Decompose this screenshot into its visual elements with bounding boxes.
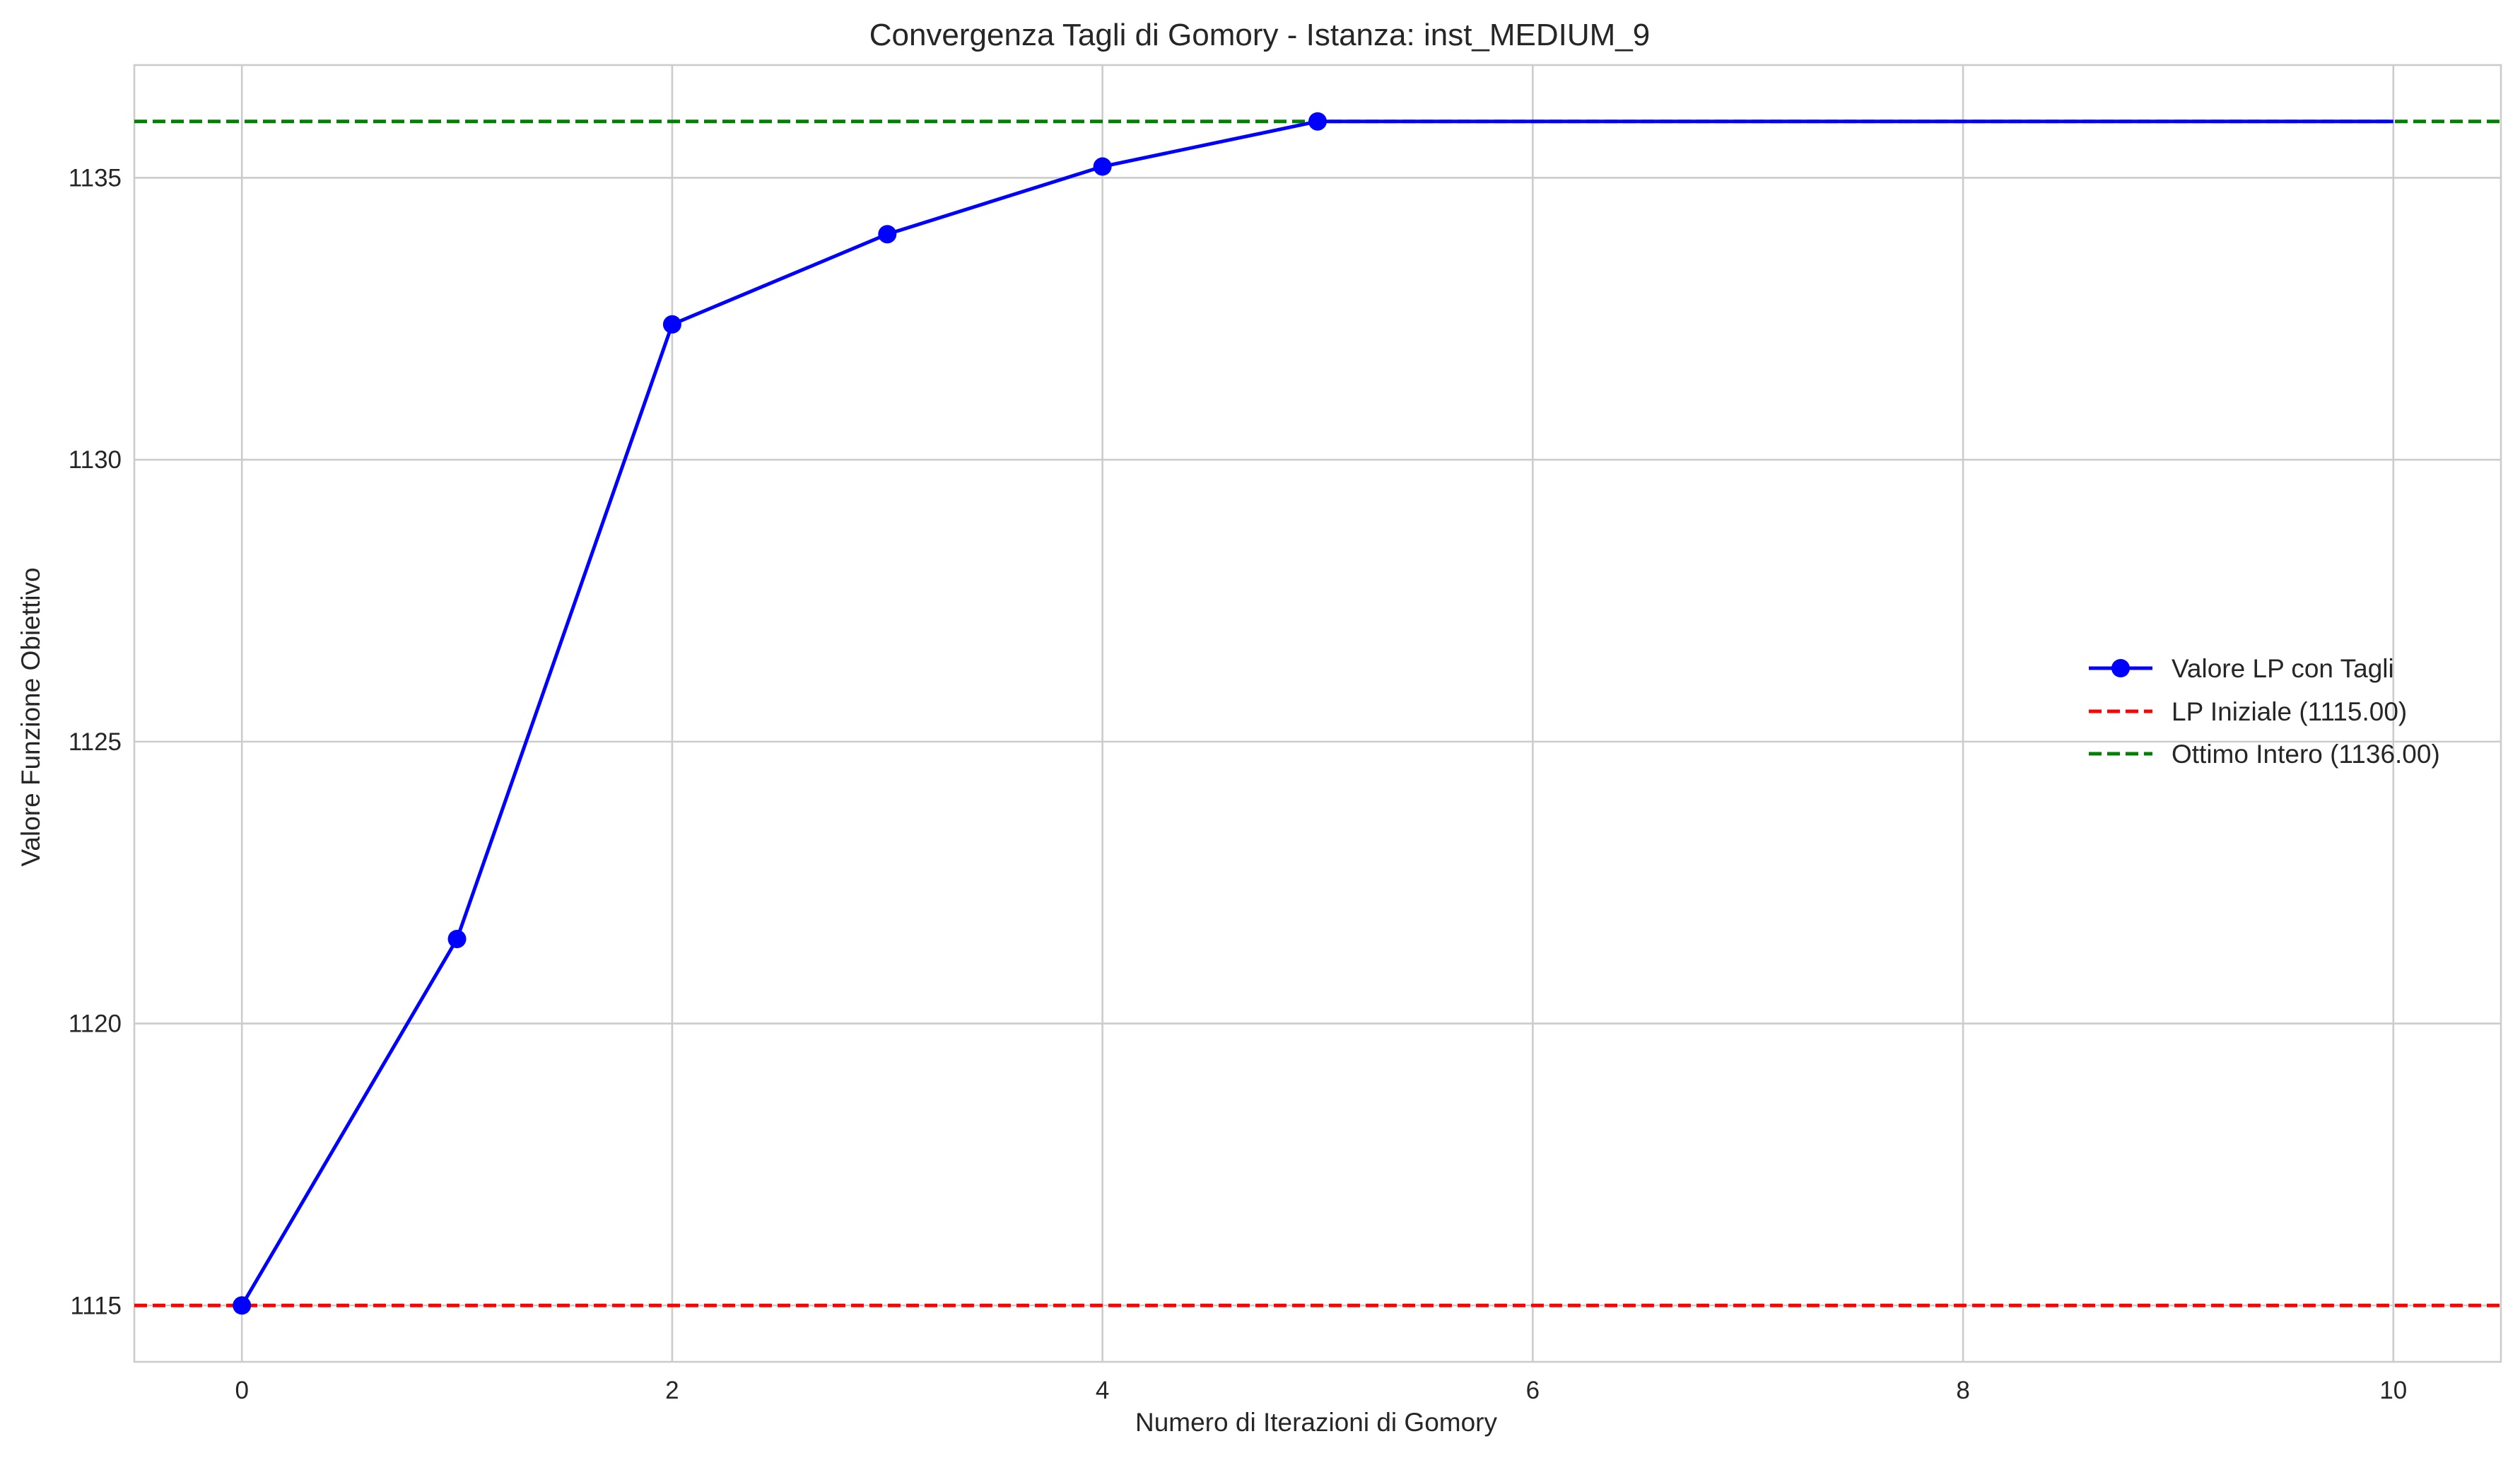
x-tick-label: 10	[2379, 1377, 2407, 1404]
x-axis-label: Numero di Iterazioni di Gomory	[1135, 1408, 1498, 1437]
data-point	[233, 1296, 252, 1315]
y-tick-label: 1120	[69, 1010, 122, 1038]
plot-frame	[133, 64, 2502, 1363]
data-point	[662, 315, 681, 334]
x-tick-label: 4	[1096, 1377, 1109, 1404]
x-tick-label: 8	[1956, 1377, 1969, 1404]
legend-entry-lp-initial: LP Iniziale (1115.00)	[2089, 697, 2407, 726]
y-tick-label: 1125	[69, 728, 122, 756]
legend-label: LP Iniziale (1115.00)	[2172, 697, 2407, 726]
legend-entry-lp-cuts: Valore LP con Tagli	[2089, 654, 2394, 683]
y-tick-label: 1135	[69, 164, 122, 192]
legend-label: Valore LP con Tagli	[2172, 654, 2394, 683]
legend-entry-integer-optimum: Ottimo Intero (1136.00)	[2089, 740, 2440, 769]
chart-title: Convergenza Tagli di Gomory - Istanza: i…	[869, 18, 1651, 52]
x-tick-label: 2	[665, 1377, 679, 1404]
legend-marker-circle	[2111, 659, 2130, 677]
legend: Valore LP con Tagli LP Iniziale (1115.00…	[2089, 654, 2440, 769]
x-tick-label: 0	[235, 1377, 248, 1404]
y-axis-label: Valore Funzione Obiettivo	[16, 568, 45, 867]
data-point	[1093, 157, 1112, 176]
series	[233, 112, 2393, 1315]
data-point	[1308, 112, 1327, 131]
y-tick-label: 1115	[70, 1292, 122, 1319]
legend-label: Ottimo Intero (1136.00)	[2172, 740, 2440, 769]
tick-labels: 0 2 4 6 8 10 1115 1120 1125 1130 1135	[69, 164, 2408, 1404]
data-point	[878, 225, 897, 244]
y-tick-label: 1130	[69, 446, 122, 474]
x-tick-label: 6	[1526, 1377, 1540, 1404]
data-point	[447, 929, 467, 948]
